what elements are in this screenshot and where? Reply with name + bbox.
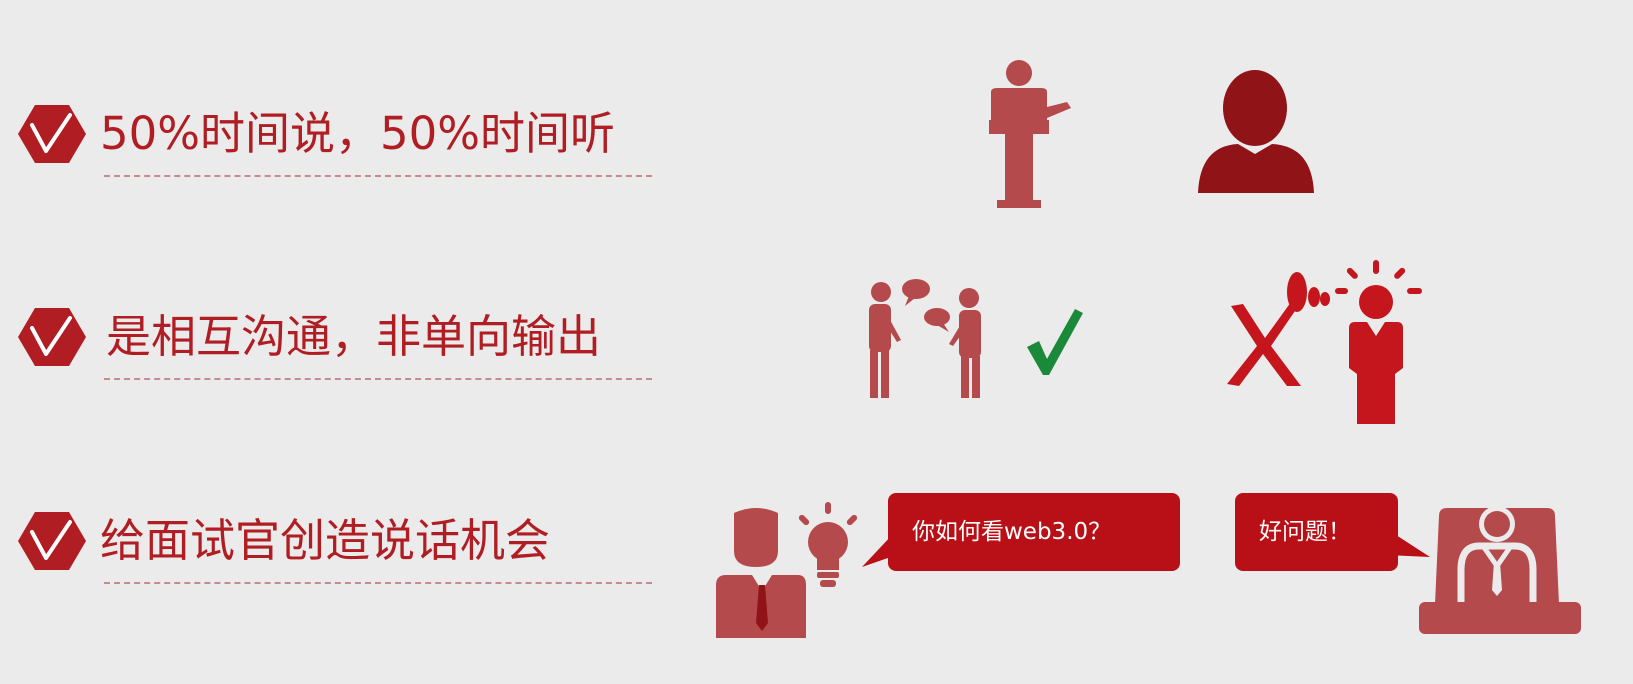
interviewer-icon [1419,506,1581,634]
check-hexagon-icon [18,308,86,366]
speaker-podium-icon [989,60,1071,208]
listener-person-icon [1198,70,1314,193]
candidate-icon [716,508,806,638]
speech-bubble-answer-text: 好问题！ [1259,519,1351,545]
dashed-divider [104,378,652,380]
point-text: 50%时间说，50%时间听 [100,107,616,160]
point-text: 给面试官创造说话机会 [100,514,551,567]
speech-bubble-answer [1235,493,1430,571]
cross-mark-icon [1227,302,1301,386]
check-hexagon-icon [18,512,86,570]
conversation-icon [869,279,981,398]
point-row-2: 是相互沟通，非单向输出 [0,306,680,396]
lightbulb-icon [798,502,858,587]
check-hexagon-icon [18,105,86,163]
speech-bubble-question-text-layer: 你如何看web3.0？ [912,519,1111,545]
dashed-divider [104,582,652,584]
point-row-1: 50%时间说，50%时间听 [0,103,680,193]
shouting-person-icon [1287,260,1422,424]
point-text: 是相互沟通，非单向输出 [106,310,602,363]
speech-bubble-question-text: 你如何看web3.0？ [912,519,1111,545]
checkmark-icon [1027,309,1083,375]
point-row-3: 给面试官创造说话机会 [0,510,680,600]
speech-bubble-question [862,493,1180,571]
speech-bubble-answer-text-layer: 好问题！ [1259,519,1351,545]
dashed-divider [104,175,652,177]
